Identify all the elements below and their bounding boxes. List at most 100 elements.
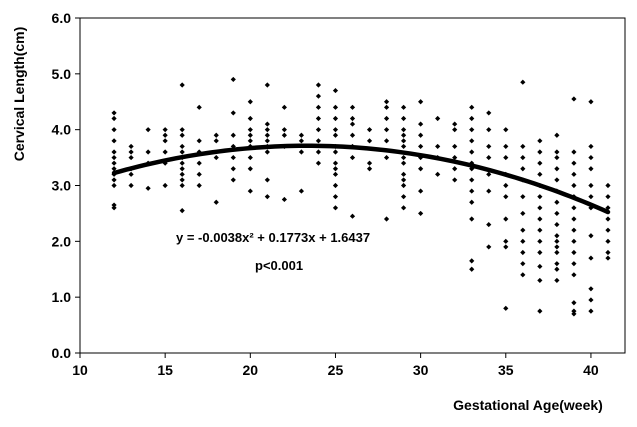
data-point xyxy=(486,154,492,161)
data-point xyxy=(486,188,492,194)
data-point xyxy=(588,99,594,105)
data-point xyxy=(145,149,151,155)
data-point xyxy=(332,87,339,94)
data-point xyxy=(145,127,151,133)
data-point xyxy=(418,210,424,217)
x-tick-label: 15 xyxy=(157,362,173,378)
data-point xyxy=(366,138,373,144)
data-point xyxy=(554,154,560,161)
data-point xyxy=(332,205,339,211)
data-point xyxy=(281,196,287,203)
data-point xyxy=(469,258,475,264)
data-point xyxy=(571,272,577,278)
data-point xyxy=(554,210,560,217)
data-point xyxy=(247,188,253,194)
data-point xyxy=(469,127,475,133)
data-point xyxy=(332,127,339,133)
data-point xyxy=(418,143,424,150)
data-point xyxy=(264,138,270,144)
data-point xyxy=(366,127,373,133)
data-point xyxy=(503,216,509,222)
data-point xyxy=(571,300,577,306)
equation-annotation: y = -0.0038x² + 0.1773x + 1.6437 xyxy=(176,230,370,245)
data-points xyxy=(111,76,611,317)
data-point xyxy=(520,79,526,85)
data-point xyxy=(537,149,543,155)
data-point xyxy=(571,311,577,317)
data-point xyxy=(111,149,117,155)
data-point xyxy=(179,166,185,172)
data-point xyxy=(452,166,458,172)
data-point xyxy=(315,104,322,110)
data-point xyxy=(571,182,577,189)
data-point xyxy=(349,154,356,161)
data-point xyxy=(520,227,526,233)
data-point xyxy=(298,132,305,138)
data-point xyxy=(400,154,407,161)
data-point xyxy=(111,154,117,161)
data-point xyxy=(520,194,526,200)
x-axis-label: Gestational Age(week) xyxy=(453,397,603,413)
data-point xyxy=(452,121,458,127)
data-point xyxy=(349,213,356,219)
data-point xyxy=(383,115,390,122)
data-point xyxy=(315,82,322,88)
data-point xyxy=(400,127,407,133)
data-point xyxy=(605,238,611,244)
data-point xyxy=(349,115,356,122)
data-point xyxy=(179,82,185,88)
data-point xyxy=(520,166,526,172)
data-point xyxy=(503,143,509,150)
data-point xyxy=(247,99,253,105)
data-point xyxy=(179,177,185,183)
data-point xyxy=(571,261,577,267)
data-point xyxy=(537,194,543,200)
data-point xyxy=(383,99,390,105)
regression-curve xyxy=(111,143,611,215)
data-point xyxy=(400,182,407,189)
y-tick-label: 6.0 xyxy=(52,10,72,26)
data-point xyxy=(554,244,560,250)
x-axis-ticks: 10 15 20 25 30 35 40 xyxy=(72,353,599,378)
data-point xyxy=(230,154,236,161)
data-point xyxy=(537,171,543,177)
data-point xyxy=(571,308,577,314)
data-point xyxy=(588,154,594,161)
data-point xyxy=(520,210,526,217)
data-point xyxy=(537,205,543,211)
data-point xyxy=(349,104,356,110)
data-point xyxy=(247,127,253,133)
data-point xyxy=(247,138,253,144)
data-point xyxy=(554,238,560,244)
data-point xyxy=(366,160,373,166)
data-point xyxy=(383,216,390,222)
data-point xyxy=(196,171,202,177)
data-point xyxy=(486,244,492,250)
data-point xyxy=(554,266,560,272)
data-point xyxy=(332,166,339,172)
data-point xyxy=(230,110,236,116)
data-point xyxy=(571,216,577,222)
data-point xyxy=(452,143,458,150)
data-point xyxy=(554,249,560,256)
data-point xyxy=(179,160,185,166)
data-point xyxy=(469,115,475,122)
data-point xyxy=(486,110,492,116)
data-point xyxy=(213,138,219,144)
data-point xyxy=(264,127,270,133)
data-point xyxy=(571,171,577,177)
data-point xyxy=(537,138,543,144)
data-point xyxy=(179,127,185,133)
data-point xyxy=(196,160,202,166)
data-point xyxy=(571,149,577,155)
y-tick-label: 2.0 xyxy=(52,233,72,249)
data-point xyxy=(588,166,594,172)
data-point xyxy=(400,132,407,138)
data-point xyxy=(418,188,424,194)
data-point xyxy=(111,177,117,183)
data-point xyxy=(247,115,253,122)
data-point xyxy=(400,104,407,110)
data-point xyxy=(418,166,424,172)
data-point xyxy=(503,154,509,161)
y-tick-label: 4.0 xyxy=(52,122,72,138)
